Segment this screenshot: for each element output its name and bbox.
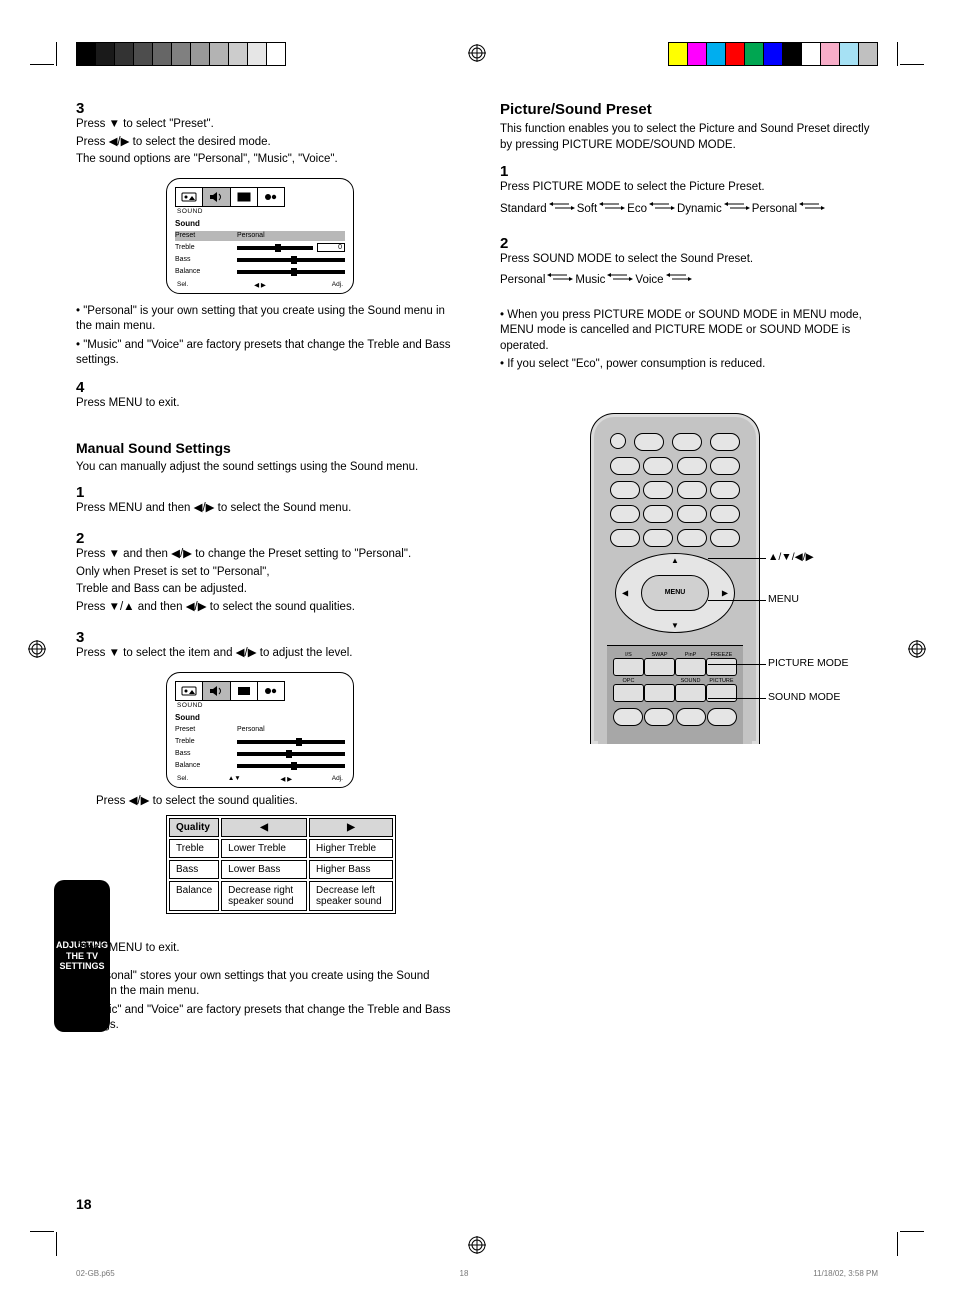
instruction-text: Only when Preset is set to "Personal", [76,565,431,581]
hint-text: • "Music" and "Voice" are factory preset… [76,338,454,369]
instruction-text: Treble and Bass can be adjusted. [76,582,431,598]
instruction-text: Press ◀/▶ to select the desired mode. [76,135,431,151]
instruction-text: Press ▼/▲ and then ◀/▶ to select the sou… [76,600,431,616]
step-number: 3 [76,629,96,646]
preset-tab-icon [236,191,252,203]
sound-quality-table: Quality ◀ ▶ TrebleLower TrebleHigher Tre… [166,815,396,914]
instruction-text: Press PICTURE MODE to select the Picture… [500,180,855,196]
instruction-text: Press MENU to exit. [76,396,431,412]
hint-text: • "Personal" is your own setting that yo… [76,304,454,335]
intro-text: This function enables you to select the … [500,122,878,153]
step-number: 1 [500,163,520,180]
callout-label: SOUND MODE [768,691,840,703]
registration-mark-icon [468,44,486,62]
dpad-icon: ▲ ▼ ◀ ▶ MENU [615,553,735,633]
mode-cycle: StandardSoftEcoDynamicPersonal [500,198,855,221]
step-number: 2 [76,530,96,547]
print-footer: 02-GB.p65 18 11/18/02, 3:58 PM [0,1269,954,1278]
instruction-text: Press SOUND MODE to select the Sound Pre… [500,252,855,268]
section-heading: Picture/Sound Preset [500,100,878,120]
menu-button: MENU [641,575,709,611]
osd-menu-illustration: SOUND Sound PresetPersonal Treble Bass B… [166,672,354,788]
hint-text: • "Music" and "Voice" are factory preset… [76,1003,454,1034]
page-number: 18 [76,1196,92,1212]
step-number: 3 [76,100,96,117]
setup-tab-icon [263,191,279,203]
mode-cycle: PersonalMusicVoice [500,269,855,292]
sound-tab-icon [208,191,224,203]
remote-control-illustration: ▲ ▼ ◀ ▶ MENU I/S SWAP PinP FREEZE [500,403,870,783]
hint-text: • "Personal" stores your own settings th… [76,969,454,1000]
instruction-text: Press ▼ to select the item and ◀/▶ to ad… [76,646,431,662]
registration-mark-icon [908,640,926,658]
hint-text: • When you press PICTURE MODE or SOUND M… [500,308,878,355]
osd-menu-illustration: SOUND Sound PresetPersonal Treble0 Bass … [166,178,354,294]
instruction-text: Press MENU to exit. [76,941,431,957]
step-number: 4 [76,379,96,396]
picture-tab-icon [181,191,197,203]
instruction-text: Press ◀/▶ to select the sound qualities. [76,794,454,810]
callout-label: ▲/▼/◀/▶ [768,551,814,563]
hint-text: • If you select "Eco", power consumption… [500,357,878,373]
step-number: 1 [76,484,96,501]
instruction-text: Press ▼ and then ◀/▶ to change the Prese… [76,547,431,563]
process-colorbar [668,42,878,64]
instruction-text: The sound options are "Personal", "Music… [76,152,431,168]
instruction-text: Press ▼ to select "Preset". [76,117,431,133]
step-number: 2 [500,235,520,252]
grayscale-colorbar [76,42,286,64]
registration-mark-icon [28,640,46,658]
section-heading: Manual Sound Settings [76,439,454,458]
intro-text: You can manually adjust the sound settin… [76,460,454,476]
callout-label: MENU [768,593,799,605]
registration-mark-icon [468,1236,486,1254]
instruction-text: Press MENU and then ◀/▶ to select the So… [76,501,431,517]
step-number: 4 [76,924,96,941]
callout-label: PICTURE MODE [768,657,849,669]
